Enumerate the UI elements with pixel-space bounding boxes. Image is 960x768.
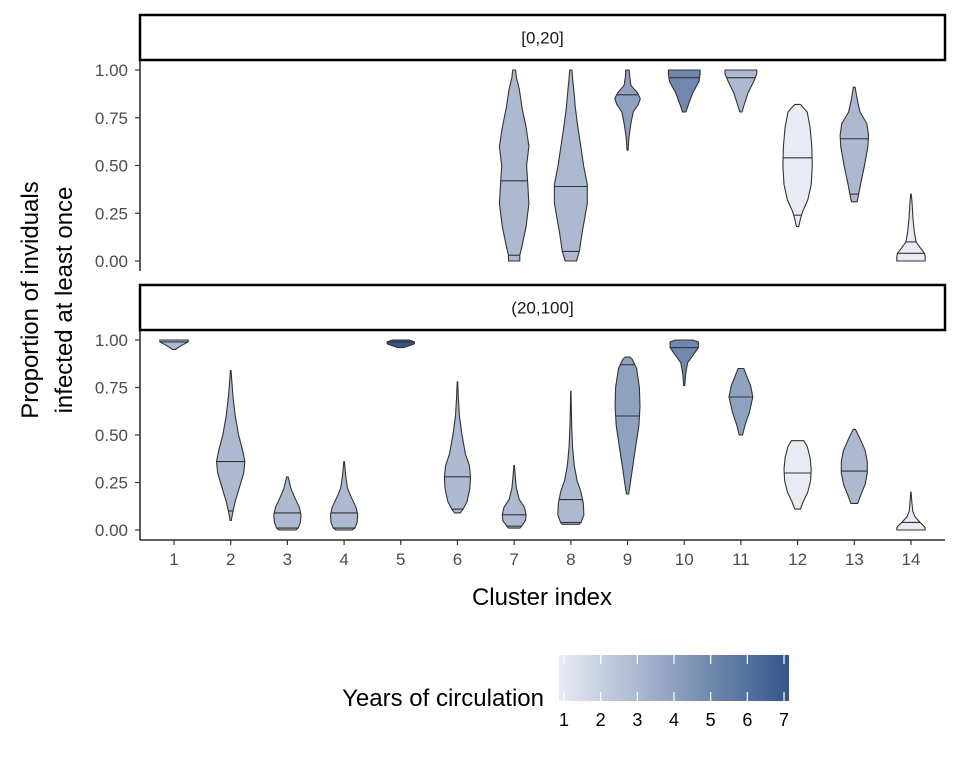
- violin-cluster-1: [159, 339, 189, 351]
- violin-cluster-13: [839, 86, 870, 203]
- violin-cluster-14: [896, 491, 926, 531]
- facet-strip-label: (20,100]: [511, 299, 573, 318]
- violin-shape: [669, 339, 699, 387]
- violin-cluster-8: [553, 69, 588, 262]
- y-tick-label: 0.50: [95, 426, 128, 445]
- violin-shape: [215, 369, 246, 522]
- facet-strip: [138, 13, 947, 62]
- x-tick-label: 7: [509, 550, 518, 569]
- violin-cluster-9: [614, 69, 641, 151]
- violin-shape: [501, 464, 527, 529]
- y-tick-label: 0.75: [95, 379, 128, 398]
- violin-shape: [498, 69, 530, 262]
- legend-tick-label: 6: [742, 710, 752, 730]
- legend-tick-label: 5: [706, 710, 716, 730]
- violin-shape: [553, 69, 588, 262]
- y-tick-label: 0.75: [95, 109, 128, 128]
- violin-shape: [782, 103, 813, 228]
- y-axis-title: Proportion of inviduals infected at leas…: [17, 181, 78, 418]
- violin-shape: [783, 440, 812, 510]
- y-tick-label: 0.25: [95, 204, 128, 223]
- violin-shape: [896, 193, 926, 262]
- violin-shape: [557, 390, 585, 525]
- violin-cluster-5: [386, 339, 415, 349]
- violin-shape: [386, 339, 415, 349]
- legend-tick-label: 1: [559, 710, 569, 730]
- violin-cluster-14: [896, 193, 926, 262]
- violin-cluster-7: [498, 69, 530, 262]
- violin-cluster-2: [215, 369, 246, 522]
- violin-cluster-6: [443, 381, 472, 514]
- x-tick-label: 5: [396, 550, 405, 569]
- y-tick-label: 1.00: [95, 61, 128, 80]
- violin-cluster-3: [273, 476, 302, 531]
- x-tick-label: 8: [566, 550, 575, 569]
- legend-tick-label: 3: [632, 710, 642, 730]
- legend-title: Years of circulation: [342, 685, 544, 712]
- violin-cluster-10: [669, 339, 699, 387]
- facet-strip-label: [0,20]: [521, 29, 564, 48]
- violin-shape: [724, 69, 758, 113]
- facet-panel-1: [0,20] 0.00 0.25 0.50 0.75 1.00: [95, 13, 947, 271]
- x-tick-label: 10: [675, 550, 694, 569]
- violin-shape: [667, 69, 701, 113]
- violin-cluster-10: [667, 69, 701, 113]
- y-tick-label: 0.25: [95, 474, 128, 493]
- violin-shape: [614, 356, 641, 495]
- x-tick-label: 4: [339, 550, 348, 569]
- legend-ticks: 1 2 3 4 5 6 7: [559, 655, 789, 730]
- x-tick-label: 12: [788, 550, 807, 569]
- violin-shape: [840, 428, 868, 504]
- y-tick-label: 0.00: [95, 521, 128, 540]
- violin-cluster-9: [614, 356, 641, 495]
- x-axis-title: Cluster index: [472, 584, 612, 611]
- violin-cluster-7: [501, 464, 527, 529]
- x-tick-label: 2: [226, 550, 235, 569]
- violin-shape: [443, 381, 472, 514]
- violin-shape: [329, 461, 359, 531]
- y-axis-title-line-2: infected at least once: [51, 187, 78, 414]
- x-tick-label: 9: [623, 550, 632, 569]
- violin-cluster-4: [329, 461, 359, 531]
- y-axis-title-line-1: Proportion of inviduals: [17, 181, 44, 418]
- x-tick-label: 14: [902, 550, 921, 569]
- x-tick-label: 6: [453, 550, 462, 569]
- y-tick-label: 0.00: [95, 252, 128, 271]
- y-tick-label: 0.50: [95, 157, 128, 176]
- facet-panel-2: (20,100]0.000.250.500.751.001 2 3 4 5 6 7 8 9 10 1…: [95, 283, 947, 569]
- legend-tick-label: 4: [669, 710, 679, 730]
- violin-cluster-12: [782, 103, 813, 228]
- violin-shape: [728, 367, 754, 436]
- facets: [0,20] 0.00 0.25 0.50 0.75 1.00 (20,100] 0.00 0.…: [95, 13, 947, 569]
- legend-tick-label: 2: [596, 710, 606, 730]
- violin-shape: [839, 86, 870, 203]
- violin-cluster-13: [840, 428, 868, 504]
- violin-cluster-12: [783, 440, 812, 510]
- violin-cluster-11: [728, 367, 754, 436]
- violin-cluster-8: [557, 390, 585, 525]
- x-tick-label: 11: [732, 550, 750, 569]
- violin-shape: [614, 69, 641, 151]
- facet-strip: [138, 283, 947, 332]
- x-tick-label: 13: [845, 550, 864, 569]
- y-tick-label: 1.00: [95, 331, 128, 350]
- legend-tick-label: 7: [779, 710, 789, 730]
- violin-shape: [896, 491, 926, 531]
- x-tick-label: 1: [169, 550, 178, 569]
- legend: Years of circulation 1 2 3 4 5 6 7: [342, 655, 789, 730]
- violin-cluster-11: [724, 69, 758, 113]
- violin-shape: [273, 476, 302, 531]
- x-tick-label: 3: [283, 550, 292, 569]
